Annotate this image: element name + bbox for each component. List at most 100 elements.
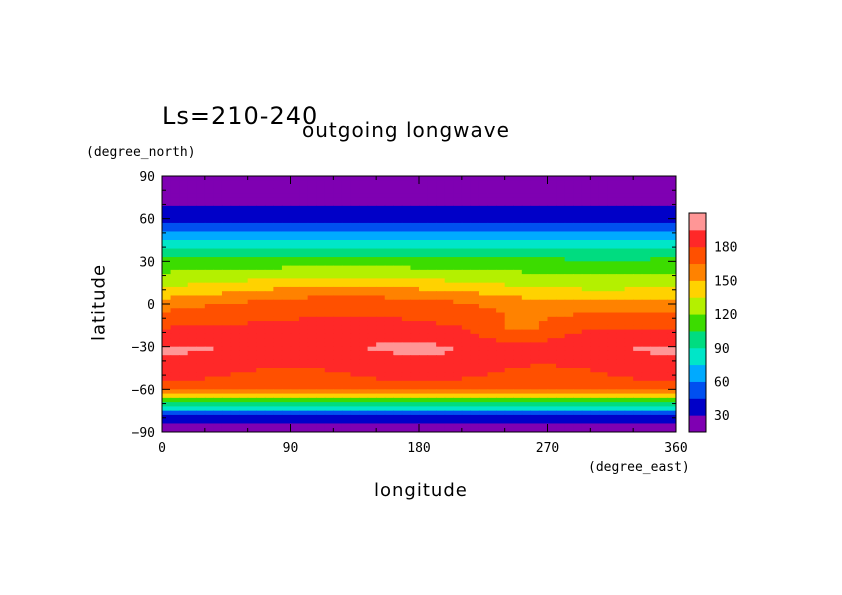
heatmap-cell xyxy=(598,316,609,322)
colorbar-swatch xyxy=(689,415,706,433)
heatmap-cell xyxy=(521,402,531,407)
heatmap-cell xyxy=(478,299,489,305)
heatmap-cell xyxy=(359,427,369,432)
heatmap-cell xyxy=(521,338,531,343)
heatmap-cell xyxy=(641,188,651,194)
heatmap-cell xyxy=(573,222,583,228)
heatmap-cell xyxy=(221,376,232,382)
heatmap-cell xyxy=(393,427,403,432)
heatmap-cell xyxy=(556,342,566,348)
heatmap-cell xyxy=(598,346,609,352)
heatmap-cell xyxy=(384,346,394,352)
heatmap-cell xyxy=(273,291,283,297)
heatmap-cell xyxy=(410,265,420,271)
heatmap-cell xyxy=(581,299,591,305)
heatmap-cell xyxy=(264,342,274,348)
heatmap-cell xyxy=(650,274,660,279)
heatmap-cell xyxy=(564,257,574,262)
heatmap-cell xyxy=(256,350,266,356)
heatmap-cell xyxy=(256,222,266,228)
heatmap-cell xyxy=(504,368,514,373)
heatmap-cell xyxy=(162,380,172,386)
heatmap-cell xyxy=(581,410,591,416)
heatmap-cell xyxy=(658,265,669,271)
heatmap-cell xyxy=(658,205,669,211)
heatmap-cell xyxy=(333,197,343,203)
heatmap-cell xyxy=(170,261,180,267)
heatmap-cell xyxy=(667,304,676,309)
heatmap-cell xyxy=(453,389,463,395)
heatmap-cell xyxy=(170,180,180,186)
heatmap-cell xyxy=(470,269,480,275)
heatmap-cell xyxy=(162,346,172,352)
heatmap-cell xyxy=(350,402,360,407)
heatmap-cell xyxy=(273,257,283,262)
heatmap-cell xyxy=(204,427,214,432)
heatmap-cell xyxy=(556,321,566,326)
heatmap-cell xyxy=(230,350,240,356)
heatmap-cell xyxy=(504,261,514,267)
heatmap-cell xyxy=(581,368,591,373)
heatmap-cell xyxy=(333,180,343,186)
heatmap-cell xyxy=(436,295,446,301)
heatmap-cell xyxy=(496,176,506,181)
heatmap-cell xyxy=(393,265,403,271)
heatmap-cell xyxy=(436,406,446,412)
heatmap-cell xyxy=(564,423,574,429)
heatmap-cell xyxy=(401,393,412,399)
heatmap-cell xyxy=(650,321,660,326)
heatmap-cell xyxy=(461,205,471,211)
heatmap-cell xyxy=(427,410,437,416)
heatmap-cell xyxy=(427,304,437,309)
heatmap-cell xyxy=(410,380,420,386)
heatmap-cell xyxy=(538,423,549,429)
heatmap-cell xyxy=(410,406,420,412)
heatmap-cell xyxy=(367,359,377,365)
heatmap-cell xyxy=(521,308,531,314)
heatmap-cell xyxy=(436,359,446,365)
heatmap-cell xyxy=(256,295,266,301)
heatmap-cell xyxy=(641,265,651,271)
heatmap-cell xyxy=(633,210,643,215)
heatmap-cell xyxy=(213,406,223,412)
heatmap-cell xyxy=(496,252,506,258)
heatmap-cell xyxy=(162,278,172,284)
heatmap-cell xyxy=(530,427,540,432)
heatmap-cell xyxy=(513,316,523,322)
heatmap-cell xyxy=(496,427,506,432)
heatmap-cell xyxy=(196,414,206,420)
heatmap-cell xyxy=(401,269,412,275)
heatmap-cell xyxy=(444,176,454,181)
heatmap-cell xyxy=(239,257,249,262)
heatmap-cell xyxy=(324,295,334,301)
heatmap-cell xyxy=(179,227,189,233)
heatmap-cell xyxy=(221,397,232,403)
heatmap-cell xyxy=(598,180,609,186)
heatmap-cell xyxy=(410,389,420,395)
heatmap-cell xyxy=(461,291,471,297)
heatmap-cell xyxy=(187,248,197,254)
heatmap-cell xyxy=(427,312,437,318)
heatmap-cell xyxy=(538,368,549,373)
heatmap-cell xyxy=(179,389,189,395)
heatmap-cell xyxy=(419,372,429,378)
heatmap-cell xyxy=(667,414,676,420)
heatmap-cell xyxy=(590,291,600,297)
heatmap-cell xyxy=(333,235,343,241)
heatmap-cell xyxy=(221,410,232,416)
heatmap-cell xyxy=(453,193,463,198)
heatmap-cell xyxy=(556,304,566,309)
heatmap-cell xyxy=(316,312,326,318)
heatmap-cell xyxy=(616,205,626,211)
heatmap-cell xyxy=(367,257,377,262)
heatmap-cell xyxy=(393,180,403,186)
heatmap-cell xyxy=(590,269,600,275)
heatmap-cell xyxy=(521,218,531,224)
heatmap-cell xyxy=(496,184,506,190)
heatmap-cell xyxy=(607,359,617,365)
heatmap-cell xyxy=(316,393,326,399)
heatmap-cell xyxy=(247,278,257,284)
heatmap-cell xyxy=(470,286,480,292)
heatmap-cell xyxy=(187,188,197,194)
heatmap-cell xyxy=(213,321,223,326)
